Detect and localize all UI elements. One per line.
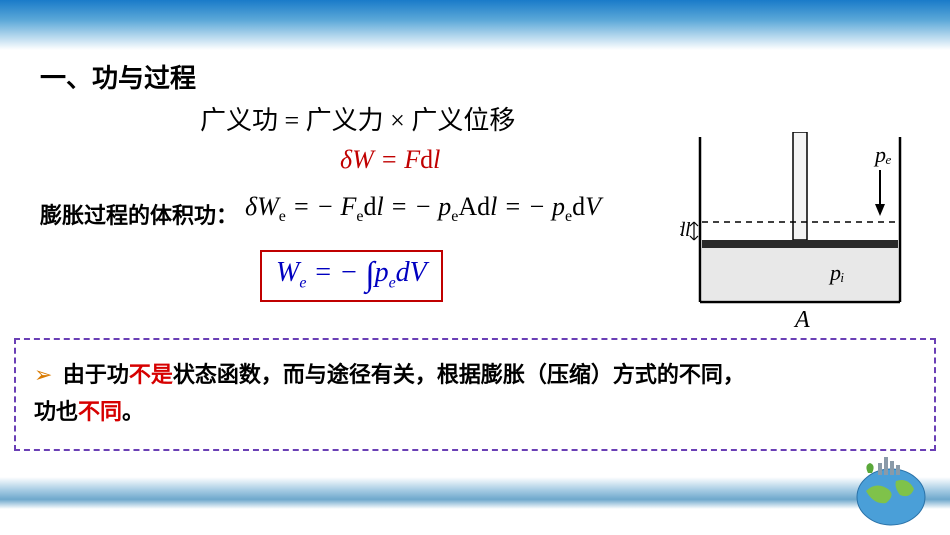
generalized-work-text: 广义功 = 广义力 × 广义位移 <box>200 100 515 137</box>
pe-label: pₑ <box>873 142 892 167</box>
water-band <box>0 477 950 509</box>
equation-dw-fdl: δW = Fdl <box>340 145 440 175</box>
dl-label: dl <box>680 219 691 241</box>
sky-gradient <box>0 0 950 50</box>
equation-integral-box: We = − ∫pedV <box>260 250 443 302</box>
equation-volume-work: δWe = − Fedl = − peAdl = − pedV <box>245 192 601 226</box>
pi-label: pᵢ <box>828 260 844 285</box>
piston-diagram: pₑ dl pᵢ A <box>680 132 920 332</box>
globe-icon <box>846 451 936 527</box>
section-title: 一、功与过程 <box>40 58 196 95</box>
note-box: ➢ 由于功不是状态函数，而与途径有关，根据膨胀（压缩）方式的不同， 功也不同。 <box>14 338 936 451</box>
note-text: 由于功不是状态函数，而与途径有关，根据膨胀（压缩）方式的不同， 功也不同。 <box>34 362 745 424</box>
bullet-arrow-icon: ➢ <box>34 362 52 388</box>
volume-work-label: 膨胀过程的体积功： <box>40 198 238 230</box>
A-label: A <box>793 307 810 332</box>
